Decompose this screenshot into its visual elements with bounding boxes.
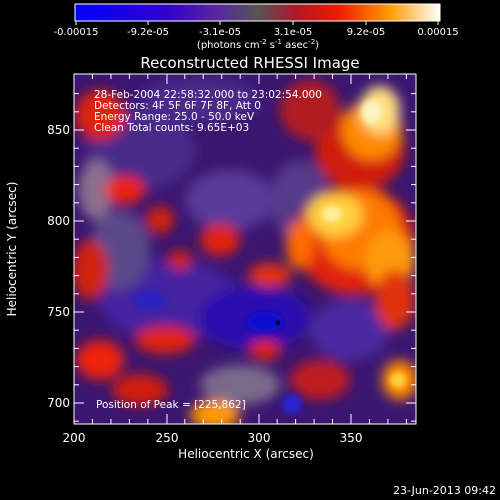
x-tick-label-300: 300: [248, 431, 271, 445]
x-tick-label-250: 250: [156, 431, 179, 445]
axis-ticks: [73, 74, 416, 424]
x-tick-label-200: 200: [63, 431, 86, 445]
colorbar-gradient: [74, 3, 441, 22]
colorbar-tick-1: -9.2e-05: [127, 27, 169, 38]
x-tick-label-350: 350: [340, 431, 363, 445]
y-tick-label-850: 850: [47, 123, 70, 137]
colorbar-tick-2: -3.1e-05: [199, 27, 241, 38]
y-tick-label-800: 800: [47, 214, 70, 228]
info-line-time: 28-Feb-2004 22:58:32.000 to 23:02:54.000: [94, 89, 322, 101]
y-tick-label-700: 700: [47, 396, 70, 410]
colorbar: -0.00015 -9.2e-05 -3.1e-05 3.1e-05 9.2e-…: [54, 3, 459, 51]
plot-frame: [73, 73, 417, 425]
colorbar-tick-5: 0.00015: [417, 27, 458, 38]
peak-marker: [275, 320, 281, 326]
colorbar-tick-3: 3.1e-05: [274, 27, 312, 38]
heatmap-image: [74, 74, 416, 424]
y-axis-label: Heliocentric Y (arcsec): [5, 182, 19, 317]
info-line-energy: Energy Range: 25.0 - 50.0 keV: [94, 111, 255, 123]
colorbar-units: (photons cm-2 s-1 asec-2): [197, 38, 319, 51]
colorbar-tick-0: -0.00015: [54, 27, 99, 38]
x-axis-label: Heliocentric X (arcsec): [178, 447, 314, 461]
y-tick-label-750: 750: [47, 305, 70, 319]
peak-position-label: Position of Peak = [225,862]: [96, 399, 246, 411]
plot-title: Reconstructed RHESSI Image: [140, 54, 359, 72]
info-line-detectors: Detectors: 4F 5F 6F 7F 8F, Att 0: [94, 100, 261, 112]
footer-timestamp: 23-Jun-2013 09:42: [393, 484, 496, 497]
colorbar-tick-4: 9.2e-05: [347, 27, 385, 38]
info-line-counts: Clean Total counts: 9.65E+03: [94, 122, 249, 134]
